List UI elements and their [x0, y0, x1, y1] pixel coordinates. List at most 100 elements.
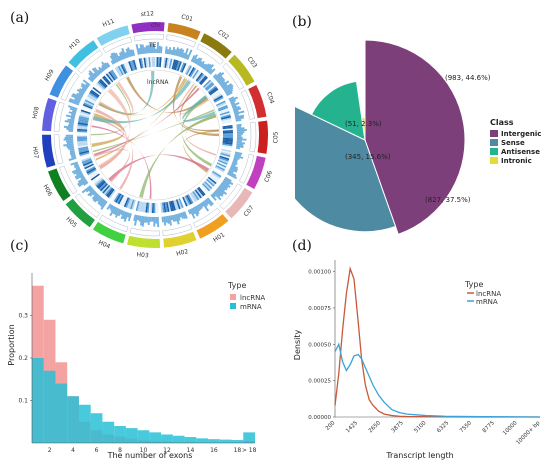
density-x-tick-label: 7550	[459, 420, 473, 434]
tick-track	[53, 101, 65, 132]
lncrna-heat-cell	[184, 64, 191, 75]
lncrna-heat-cell	[205, 180, 214, 188]
te-bar	[92, 194, 100, 202]
lncrna-heat-cell	[212, 93, 223, 101]
te-bar	[195, 57, 201, 65]
lncrna-heat-cell	[96, 179, 105, 188]
density-y-tick-label: 0.00000	[308, 415, 331, 421]
te-bar	[219, 80, 226, 86]
lncrna-heat-cell	[171, 200, 176, 211]
te-bar	[193, 58, 198, 64]
lncrna-heat-cell	[214, 166, 225, 173]
mrna-bar	[172, 435, 185, 443]
density-legend-label-lncrna: lncRNA	[476, 290, 501, 298]
chromosome-label: H05	[64, 216, 78, 230]
lncrna-heat-cell	[209, 174, 219, 182]
lncrna-heat-cell	[193, 190, 201, 200]
lncrna-heat-cell	[222, 137, 233, 140]
lncrna-heat-cell	[94, 177, 104, 186]
te-bar	[77, 177, 86, 183]
te-bar	[97, 69, 102, 74]
lncrna-heat-cell	[196, 73, 205, 83]
te-bar	[236, 127, 245, 130]
lncrna-heat-cell	[196, 187, 205, 197]
lncrna-heat-cell	[177, 198, 183, 209]
te-bar	[109, 55, 116, 64]
lncrna-heat-cell	[211, 172, 221, 179]
te-bar	[234, 110, 245, 115]
lncrna-heat-cell	[167, 201, 172, 212]
te-bar	[219, 183, 228, 191]
lncrna-heat-cell	[120, 196, 127, 206]
te-bar	[171, 46, 176, 56]
lncrna-heat-cell	[165, 58, 170, 69]
te-bar	[138, 215, 142, 222]
te-bar	[236, 123, 242, 127]
te-bar	[63, 143, 74, 147]
te-bar	[127, 213, 132, 222]
lncrna-heat-cell	[78, 149, 89, 153]
lncrna-heat-cell	[153, 57, 156, 68]
lncrna-heat-cell	[131, 60, 136, 71]
te-bar	[229, 167, 238, 173]
te-bar	[196, 57, 203, 66]
te-bar	[78, 180, 88, 188]
te-bar	[146, 216, 149, 223]
chromosome-label: C01	[180, 13, 193, 23]
pie-legend-label: Intergenic	[501, 130, 541, 138]
te-bar	[218, 78, 226, 85]
lncrna-heat-cell	[77, 142, 88, 145]
lncrna-heat-cell	[134, 59, 139, 70]
te-bar	[232, 105, 240, 110]
lncrna-heat-cell	[125, 197, 131, 208]
lncrna-heat-cell	[217, 159, 228, 165]
te-bar	[236, 141, 246, 145]
chromosome-link	[172, 76, 219, 137]
te-bar	[75, 174, 84, 180]
chromosome-label: H10	[68, 38, 82, 51]
lncrna-heat-cell	[148, 57, 151, 68]
histogram-x-tick-label: 12	[163, 447, 171, 454]
te-bar	[178, 213, 182, 218]
lncrna-heat-cell	[120, 64, 127, 74]
density-group: 0.00000 0.00025 0.00050 0.00075 0.00100 200 14…	[308, 260, 542, 446]
te-bar	[236, 138, 247, 141]
chromosome-segment	[163, 231, 197, 248]
te-bar	[236, 140, 242, 143]
te-bar	[114, 207, 120, 216]
te-bar	[101, 61, 108, 70]
lncrna-heat-cell	[77, 134, 88, 137]
te-bar	[214, 190, 221, 198]
lncrna-heat-cell	[84, 164, 95, 171]
te-bar	[233, 156, 240, 160]
te-bar	[235, 146, 241, 150]
pie-legend-label: Antisense	[501, 148, 540, 156]
te-bar	[231, 102, 240, 107]
te-bar	[68, 111, 76, 115]
te-bar	[123, 212, 129, 222]
te-bar	[68, 122, 74, 126]
lncrna-heat-cell	[125, 62, 131, 73]
te-bar	[71, 167, 81, 174]
te-bar	[212, 191, 222, 201]
tick-track	[77, 50, 103, 74]
te-bar	[71, 94, 82, 101]
te-bar	[74, 164, 80, 169]
chromosome-segment	[65, 198, 95, 228]
lncrna-heat-cell	[85, 166, 96, 173]
te-bar	[91, 67, 100, 76]
te-bar	[183, 211, 188, 219]
lncrna-heat-cell	[203, 80, 213, 89]
lncrna-heat-cell	[215, 164, 226, 171]
lncrna-heat-cell	[128, 61, 133, 72]
lncrna-heat-cell	[204, 181, 213, 190]
tick-track	[60, 72, 80, 101]
lncrna-heat-cell	[177, 61, 182, 72]
pie-legend-swatch	[490, 157, 498, 164]
lncrna-heat-cell	[143, 202, 147, 213]
density-y-tick-label: 0.00050	[308, 342, 331, 348]
circos-plot: C01 C02 C03 C04 C05 C06 C07 H01 H02 H03 H04 H05 H06 H…	[31, 10, 280, 259]
chromosome-segment	[42, 134, 56, 168]
te-bar	[127, 47, 132, 57]
